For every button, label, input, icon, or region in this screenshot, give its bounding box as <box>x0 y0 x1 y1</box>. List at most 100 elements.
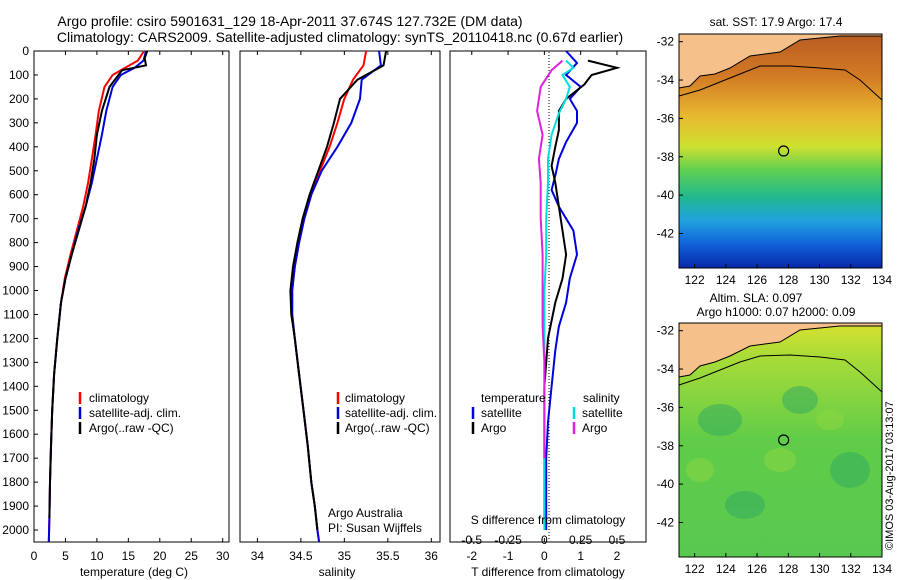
map-x-tick-label: 126 <box>747 273 767 287</box>
header-line2: Climatology: CARS2009. Satellite-adjuste… <box>57 29 623 45</box>
sla-x-ticks: 122 124 126 128 130 132 134 <box>685 553 892 576</box>
x-tick-label: -2 <box>466 549 477 563</box>
temperature-legend: climatology satellite-adj. clim. Argo(..… <box>78 391 181 435</box>
map-x-tick-label: 122 <box>685 562 705 576</box>
sla-eddy <box>686 458 714 482</box>
sst-float-marker <box>778 145 790 157</box>
map-y-tick-label: -34 <box>657 362 675 376</box>
map-x-tick-label: 134 <box>872 562 892 576</box>
map-x-tick-label: 132 <box>841 562 861 576</box>
sla-map-frame <box>678 322 883 558</box>
sla-map-title-1: Altim. SLA: 0.097 <box>710 291 803 305</box>
series-line-argo-raw-qc <box>289 50 388 531</box>
y-tick-label: 1200 <box>2 331 29 345</box>
y-tick-label: 800 <box>9 236 29 250</box>
y-tick-label: 900 <box>9 260 29 274</box>
x-tick-label: 15 <box>122 549 136 563</box>
y-tick-label: 2000 <box>2 523 29 537</box>
legend-label-temp-argo: Argo <box>481 421 507 435</box>
map-x-tick-label: 128 <box>778 562 798 576</box>
sla-land <box>679 323 882 377</box>
map-x-tick-label: 134 <box>872 273 892 287</box>
y-tick-label: 1100 <box>3 307 29 321</box>
map-y-tick-label: -36 <box>657 111 675 125</box>
x-tick-label: 10 <box>90 549 104 563</box>
map-x-tick-label: 126 <box>747 562 767 576</box>
map-y-tick-label: -40 <box>657 188 675 202</box>
sla-coastline <box>678 325 882 378</box>
map-y-tick-label: -32 <box>657 324 675 338</box>
x-tick-label: 34.5 <box>289 549 313 563</box>
legend-label-argo: Argo(..raw -QC) <box>89 421 174 435</box>
salinity-panel: 34 34.5 35 35.5 36 salinity climatology sate… <box>239 50 441 579</box>
x-tick-label: -1 <box>503 549 514 563</box>
temperature-x-ticks: 0 5 10 15 20 25 30 <box>31 51 230 563</box>
legend-label-satellite: satellite-adj. clim. <box>89 406 181 420</box>
x-tick-label: 20 <box>153 549 167 563</box>
legend-label-temp-satellite: satellite <box>481 406 522 420</box>
map-x-tick-label: 130 <box>810 273 830 287</box>
x-tick-label: 0 <box>541 549 548 563</box>
legend-label-climatology: climatology <box>345 391 405 405</box>
legend-label-sal-argo: Argo <box>582 421 608 435</box>
y-tick-label: 0 <box>22 44 29 58</box>
map-y-tick-label: -42 <box>657 515 675 529</box>
sla-contour <box>678 354 883 393</box>
y-tick-label: 1600 <box>2 427 29 441</box>
x2-tick-label: -0.25 <box>494 533 522 547</box>
y-tick-label: 1800 <box>2 475 29 489</box>
sst-contour <box>678 65 883 101</box>
y-tick-label: 1000 <box>2 284 29 298</box>
temperature-axes-frame <box>33 50 230 543</box>
difference-panel: -2 -1 0 1 2 -0.5 -0.25 0 0.25 0.5 S difference fr… <box>449 50 647 579</box>
annotation-pi: PI: Susan Wijffels <box>328 521 422 535</box>
x-tick-label: 1 <box>577 549 584 563</box>
sla-map-panel: Altim. SLA: 0.097 Argo h1000: 0.07 h2000… <box>657 291 893 576</box>
x2-tick-label: 0.5 <box>609 533 626 547</box>
difference-legend: temperature satellite Argo salinity sate… <box>471 391 623 435</box>
series-line-temperature-satellite <box>545 50 583 530</box>
y-tick-label: 600 <box>9 188 29 202</box>
sla-eddy <box>816 410 844 430</box>
sla-eddy <box>698 404 742 436</box>
y-tick-label: 100 <box>9 68 29 82</box>
map-y-tick-label: -38 <box>657 150 675 164</box>
sst-map-frame <box>678 33 883 269</box>
sst-y-ticks: -32 -34 -36 -38 -40 -42 <box>657 35 683 240</box>
temperature-panel: 0 5 10 15 20 25 30 0 100 200 300 400 500 600 700 800 90… <box>2 44 229 579</box>
legend-label-satellite: satellite-adj. clim. <box>345 406 437 420</box>
sst-x-ticks: 122 124 126 128 130 132 134 <box>685 264 892 287</box>
series-line-climatology <box>291 50 368 543</box>
x-tick-label: 36 <box>425 549 439 563</box>
x-tick-label: 25 <box>185 549 199 563</box>
y-tick-label: 1400 <box>2 379 29 393</box>
map-y-tick-label: -42 <box>657 226 675 240</box>
x-tick-label: 35 <box>338 549 352 563</box>
legend-title-temperature: temperature <box>481 391 546 405</box>
difference-x-ticks: -2 -1 0 1 2 -0.5 -0.25 0 0.25 0.5 <box>461 51 626 563</box>
x-tick-label: 5 <box>62 549 69 563</box>
salinity-series <box>289 50 388 543</box>
difference-x2-label: S difference from climatology <box>471 513 626 527</box>
sla-eddy <box>830 452 870 488</box>
map-y-tick-label: -38 <box>657 439 675 453</box>
map-y-tick-label: -32 <box>657 35 675 49</box>
salinity-legend: climatology satellite-adj. clim. Argo(..… <box>336 391 437 435</box>
map-y-tick-label: -40 <box>657 477 675 491</box>
x-tick-label: 2 <box>614 549 621 563</box>
salinity-x-ticks: 34 34.5 35 35.5 36 <box>251 51 439 563</box>
difference-x-label: T difference from climatology <box>471 565 625 579</box>
legend-label-argo: Argo(..raw -QC) <box>345 421 430 435</box>
y-tick-label: 400 <box>9 140 29 154</box>
x-tick-label: 35.5 <box>376 549 400 563</box>
sla-eddy <box>725 491 765 519</box>
series-line-argo-raw-qc <box>48 50 149 519</box>
y-tick-label: 200 <box>9 92 29 106</box>
salinity-axes-frame <box>239 50 441 543</box>
imos-credit: ©IMOS 03-Aug-2017 03:13:07 <box>884 401 896 550</box>
legend-title-salinity: salinity <box>583 391 620 405</box>
x2-tick-label: 0.25 <box>569 533 593 547</box>
map-y-tick-label: -36 <box>657 400 675 414</box>
y-tick-label: 700 <box>9 212 29 226</box>
y-tick-label: 500 <box>9 164 29 178</box>
